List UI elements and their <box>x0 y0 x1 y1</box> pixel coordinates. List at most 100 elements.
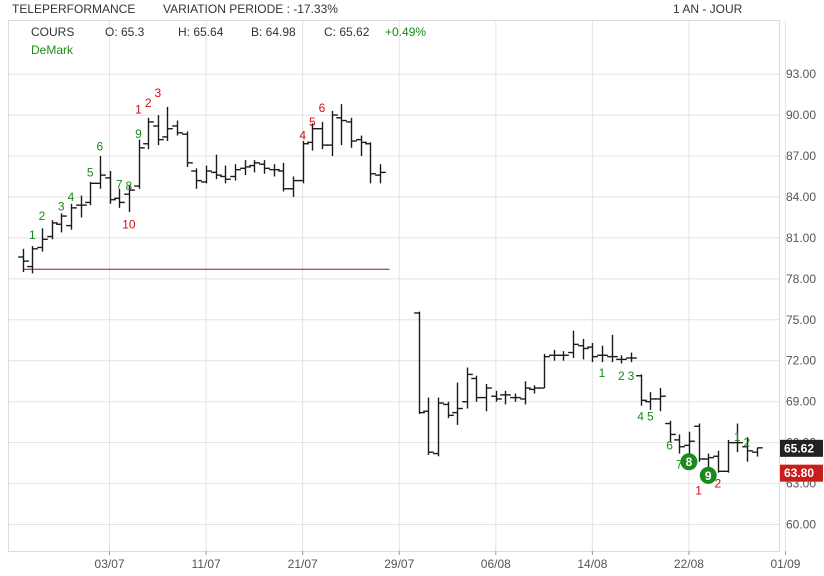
ohlc-bar <box>375 164 386 184</box>
ohlc-bar <box>500 390 511 405</box>
price-bars <box>18 104 763 473</box>
ohlc-bar <box>423 397 434 455</box>
demark-count-label: 8 <box>126 179 133 193</box>
y-tick-label: 69.00 <box>786 395 816 409</box>
ohlc-bar <box>520 381 531 405</box>
demark-count-label: 4 <box>637 410 644 424</box>
ohlc-bar <box>645 392 656 410</box>
demark-count-label: 1 <box>29 228 36 242</box>
ohlc-bar <box>742 437 753 462</box>
demark-count-label: 4 <box>68 190 75 204</box>
demark-count-label: 1 <box>734 430 741 444</box>
demark-count-label: 1 <box>695 483 702 497</box>
ohlc-bar <box>616 355 627 364</box>
ohlc-bar <box>153 115 164 146</box>
demark-count-label: 9 <box>135 127 142 141</box>
ohlc-bar <box>259 160 270 174</box>
y-tick-label: 90.00 <box>786 108 816 122</box>
demark-count-label: 6 <box>97 139 104 153</box>
ohlc-bar <box>539 353 550 389</box>
x-tick-label: 14/08 <box>577 557 607 571</box>
period-selector[interactable]: 1 AN - JOUR <box>673 2 743 16</box>
ohlc-bar <box>443 401 454 419</box>
ohlc-bar <box>66 203 77 230</box>
demark-count-label: 5 <box>647 410 654 424</box>
ohlc-bar <box>327 110 338 157</box>
indicator-label[interactable]: DeMark <box>31 43 74 57</box>
x-tick-label: 22/08 <box>674 557 704 571</box>
demark-count-label: 9 <box>705 469 712 483</box>
ohlc-bar <box>346 117 357 148</box>
ohlc-bar <box>471 375 482 402</box>
ohlc-bar <box>269 164 280 177</box>
ohlc-bar <box>626 352 637 363</box>
ohlc-bar <box>414 311 425 414</box>
open-value: O: 65.3 <box>105 25 145 39</box>
low-value: B: 64.98 <box>251 25 296 39</box>
demark-count-circle <box>699 466 717 484</box>
ohlc-bar <box>37 228 48 252</box>
ohlc-bar <box>27 246 38 274</box>
ohlc-bar <box>172 120 183 136</box>
demark-count-label: 2 <box>744 436 751 450</box>
ohlc-bar <box>491 390 502 402</box>
price-tag-bg <box>780 439 823 457</box>
demark-count-label: 3 <box>154 86 161 100</box>
ohlc-bar <box>249 160 260 173</box>
demark-count-label: 2 <box>145 96 152 110</box>
close-value: C: 65.62 <box>324 25 370 39</box>
ohlc-bar <box>510 393 521 402</box>
y-tick-label: 81.00 <box>786 231 816 245</box>
demark-count-label: 4 <box>299 129 306 143</box>
ohlc-bar <box>220 165 231 184</box>
demark-count-label: 2 <box>618 369 625 383</box>
ohlc-bar <box>288 176 299 197</box>
ohlc-bar <box>433 397 444 457</box>
ohlc-bar <box>230 164 241 181</box>
y-tick-label: 87.00 <box>786 149 816 163</box>
x-tick-label: 21/07 <box>288 557 318 571</box>
demark-count-label: 6 <box>319 101 326 115</box>
ohlc-bar <box>95 156 106 189</box>
demark-count-circle <box>680 453 698 471</box>
variation-periode[interactable]: VARIATION PERIODE : -17.33% <box>163 2 338 16</box>
y-tick-label: 78.00 <box>786 272 816 286</box>
demark-count-label: 10 <box>122 217 136 231</box>
x-tick-label: 06/08 <box>481 557 511 571</box>
ohlc-bar <box>114 188 125 208</box>
ohlc-bar <box>607 334 618 363</box>
x-tick-label: 29/07 <box>384 557 414 571</box>
ohlc-bar <box>143 117 154 150</box>
last-price-tag: 65.62 <box>784 441 814 455</box>
demark-count-label: 2 <box>715 477 722 491</box>
price-tags: 65.62 63.80 <box>780 439 823 482</box>
ohlc-bar <box>56 213 67 233</box>
ohlc-bar <box>201 165 212 184</box>
ohlc-bar <box>298 141 309 184</box>
ohlc-bar <box>307 123 318 151</box>
demark-count-label: 8 <box>686 455 693 469</box>
ohlc-bar <box>597 345 608 363</box>
symbol-title: TELEPERFORMANCE <box>12 2 135 16</box>
ohlc-bar <box>452 382 463 425</box>
ohlc-bar <box>191 168 202 189</box>
ohlc-bar <box>18 248 29 273</box>
ohlc-bar <box>752 447 763 457</box>
y-tick-label: 93.00 <box>786 67 816 81</box>
x-tick-label: 11/07 <box>192 557 221 571</box>
ohlc-bar <box>240 160 251 176</box>
ohlc-bar <box>278 162 289 192</box>
demark-count-label: 5 <box>87 165 94 179</box>
ohlc-bar <box>713 450 724 473</box>
y-tick-label: 72.00 <box>786 354 816 368</box>
high-value: H: 65.64 <box>178 25 224 39</box>
ohlc-bar <box>85 181 96 206</box>
y-tick-label: 75.00 <box>786 313 816 327</box>
demark-count-label: 1 <box>135 103 142 117</box>
ohlc-bar <box>336 104 347 146</box>
ohlc-bar <box>462 367 473 409</box>
demark-count-label: 1 <box>599 366 606 380</box>
ohlc-bar <box>558 351 569 361</box>
